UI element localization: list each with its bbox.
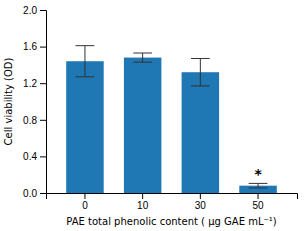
y-tick-mark: [40, 156, 46, 157]
y-tick-mark: [40, 120, 46, 121]
x-tick: 50: [252, 193, 264, 211]
x-tick-mark: [84, 193, 85, 199]
annotation: *: [254, 166, 262, 182]
x-axis-line: [47, 194, 298, 200]
x-tick-label: 10: [137, 200, 149, 211]
y-axis-title: Cell viability (OD): [3, 58, 14, 146]
y-tick-mark: [40, 193, 46, 194]
x-tick-label: 50: [252, 200, 264, 211]
y-tick-mark: [40, 47, 46, 48]
y-tick-label: 1.2: [23, 78, 37, 89]
y-tick: 1.2: [23, 78, 46, 89]
x-axis: 0 10 30 50: [47, 193, 298, 211]
y-tick-label: 2.0: [23, 5, 37, 16]
x-tick: 30: [195, 193, 207, 211]
y-axis-line: [40, 11, 47, 194]
error-bar-stem: [142, 53, 143, 62]
bar: [124, 58, 162, 193]
y-tick: 1.6: [23, 41, 46, 52]
x-tick-mark: [142, 193, 143, 199]
y-tick: 0.4: [23, 151, 46, 162]
bar: [182, 72, 220, 193]
y-tick-label: 0.4: [23, 151, 37, 162]
error-bar-cap: [76, 45, 95, 46]
x-axis-title: PAE total phenolic content ( μg GAE mL⁻¹…: [66, 216, 276, 227]
y-tick: 0.8: [23, 115, 46, 126]
error-bar-cap: [76, 76, 95, 77]
error-bar: [249, 183, 268, 188]
error-bar: [76, 46, 95, 77]
y-axis: 0.0 0.4 0.8 1.2 1.6 2.0: [23, 5, 46, 199]
error-bar-cap: [191, 58, 210, 59]
y-tick: 0.0: [23, 188, 46, 199]
error-bar-stem: [258, 183, 259, 188]
x-tick: 0: [82, 193, 88, 211]
chart: 0.0 0.4 0.8 1.2 1.6 2.0 0 10 30 50 * PAE total phen…: [0, 0, 307, 231]
error-bar-cap: [133, 53, 152, 54]
error-bar-cap: [191, 85, 210, 86]
error-bar: [133, 53, 152, 62]
x-tick: 10: [137, 193, 149, 211]
error-bar: [191, 58, 210, 85]
x-tick-label: 30: [195, 200, 207, 211]
y-tick-mark: [40, 83, 46, 84]
y-tick: 2.0: [23, 5, 46, 16]
x-tick-mark: [258, 193, 259, 199]
plot: 0.0 0.4 0.8 1.2 1.6 2.0 0 10 30 50 *: [23, 5, 297, 211]
y-tick-label: 0.8: [23, 115, 37, 126]
y-tick-mark: [40, 10, 46, 11]
y-tick-label: 1.6: [23, 41, 37, 52]
error-bar-cap: [249, 183, 268, 184]
x-tick-label: 0: [82, 200, 88, 211]
bar: [66, 61, 104, 193]
marks: [66, 46, 277, 193]
error-bar-stem: [200, 58, 201, 85]
error-bar-cap: [133, 62, 152, 63]
error-bar-stem: [84, 46, 85, 77]
error-bar-cap: [249, 187, 268, 188]
y-tick-label: 0.0: [23, 188, 37, 199]
x-tick-mark: [200, 193, 201, 199]
